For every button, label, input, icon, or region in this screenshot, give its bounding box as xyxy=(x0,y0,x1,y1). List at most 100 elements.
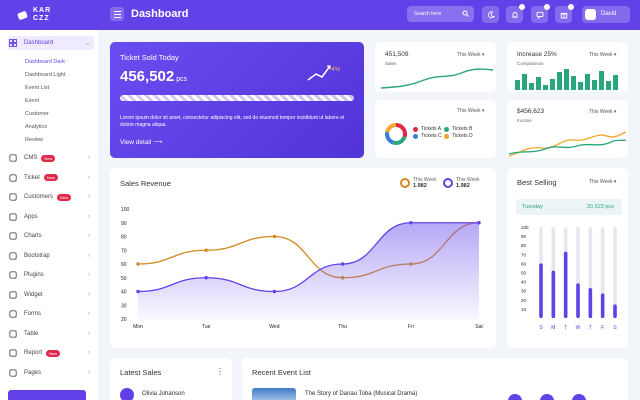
sidebar-item-label: Apps xyxy=(24,213,38,220)
y-tick-label: 20 xyxy=(121,317,127,323)
sidebar-item-bootstrap[interactable]: Bootstrap › xyxy=(8,249,94,263)
search-input[interactable]: Search here xyxy=(407,6,474,22)
best-selling-bar xyxy=(600,293,605,318)
chevron-right-icon: › xyxy=(88,174,90,181)
theme-toggle-button[interactable] xyxy=(482,6,499,23)
ticket-change-badge: +4% xyxy=(328,67,341,73)
sidebar-item-label: Pages xyxy=(24,369,42,376)
tickets-period-select[interactable]: This Week ▾ xyxy=(457,108,484,114)
widget-icon xyxy=(8,290,17,299)
sidebar-sub-event[interactable]: Event xyxy=(25,98,40,104)
income-period-select[interactable]: This Week ▾ xyxy=(589,109,616,115)
event-action-icon[interactable] xyxy=(572,394,586,400)
legend-tickets-d: Tickets D xyxy=(444,133,473,139)
menu-toggle-button[interactable] xyxy=(110,7,124,21)
best-period-select[interactable]: This Week ▾ xyxy=(589,179,616,185)
income-kpi-label: Income xyxy=(517,118,532,123)
sidebar-sub-analytics[interactable]: Analytics xyxy=(25,124,48,130)
spark-bar xyxy=(613,75,618,90)
revenue-point xyxy=(204,248,208,252)
y-tick-label: 70 xyxy=(121,248,127,254)
revenue-point xyxy=(409,221,413,225)
chevron-right-icon: › xyxy=(88,330,90,337)
avatar xyxy=(585,9,596,20)
sidebar-item-cms[interactable]: CMS New › xyxy=(8,151,94,165)
new-badge: New xyxy=(43,174,58,181)
search-icon[interactable] xyxy=(462,10,469,17)
ticket-progress-bar xyxy=(120,95,354,101)
ticket-value-number: 456,502 xyxy=(120,68,175,85)
user-menu[interactable]: David xyxy=(582,6,630,23)
sidebar-item-label: Dashboard xyxy=(24,40,54,46)
revenue-area-fill xyxy=(138,222,479,319)
sidebar-item-label: Forms xyxy=(24,311,41,317)
messages-button[interactable] xyxy=(531,4,550,23)
tickets-kpi-card: This Week ▾ Tickets A Tickets B Tickets … xyxy=(375,100,496,158)
gear-icon xyxy=(8,154,17,163)
latest-sales-title: Latest Sales xyxy=(120,368,162,377)
recent-events-title: Recent Event List xyxy=(252,368,311,377)
sidebar-item-widget[interactable]: Widget › xyxy=(8,288,94,302)
legend-ring-icon xyxy=(443,178,453,188)
x-tick-label: M xyxy=(551,325,555,331)
brand-logo[interactable]: KAR CZZ xyxy=(17,7,57,23)
event-action-icon[interactable] xyxy=(540,394,554,400)
sidebar-item-charts[interactable]: Charts › xyxy=(8,229,94,243)
legend-tickets-c: Tickets C xyxy=(413,133,442,139)
sidebar-sub-customer[interactable]: Customer xyxy=(25,111,49,117)
income-sparkline xyxy=(508,131,627,157)
cart-button[interactable] xyxy=(555,4,574,23)
latest-sale-name: Olivia Johanson xyxy=(142,391,185,397)
sidebar-item-table[interactable]: Table › xyxy=(8,327,94,341)
user-icon xyxy=(8,193,17,202)
sales-kpi-card: 451,509 Sales This Week ▾ xyxy=(375,42,496,92)
best-selling-highlight: Tuesday 20,523 pcs xyxy=(516,199,622,215)
cart-dot xyxy=(568,4,574,10)
best-selling-bar xyxy=(539,263,543,318)
sidebar-item-ticket[interactable]: Ticket New › xyxy=(8,171,94,185)
page-title: Dashboard xyxy=(131,8,189,20)
view-detail-link[interactable]: View detail ⟶ xyxy=(120,138,162,146)
sidebar-sub-event-list[interactable]: Event List xyxy=(25,85,50,91)
revenue-point xyxy=(136,262,140,266)
sidebar-item-pages[interactable]: Pages › xyxy=(8,366,94,380)
sales-period-select[interactable]: This Week ▾ xyxy=(457,52,484,58)
sidebar-sub-dashboard-dark[interactable]: Dashboard Dark xyxy=(25,59,66,65)
more-options-icon[interactable]: ⋮ xyxy=(216,367,224,376)
new-badge: New xyxy=(41,154,56,162)
caret-down-icon: ▾ xyxy=(481,52,485,58)
sidebar-footer-button[interactable] xyxy=(8,390,86,400)
donut-slice-d xyxy=(385,123,407,145)
sidebar-item-label: Charts xyxy=(24,233,42,239)
new-badge: New xyxy=(57,193,72,201)
event-title[interactable]: The Story of Danau Toba (Musical Drama) xyxy=(305,391,418,397)
sidebar-item-forms[interactable]: Forms › xyxy=(8,307,94,321)
sidebar-item-plugins[interactable]: Plugins › xyxy=(8,268,94,282)
caret-down-icon: ▾ xyxy=(613,52,617,58)
logo-icon xyxy=(17,10,28,20)
form-icon xyxy=(8,310,17,319)
sidebar-item-dashboard[interactable]: Dashboard ⌄ xyxy=(8,36,94,50)
ticket-card-description: Lorem ipsum dolor sit amet, consectetur … xyxy=(120,115,345,128)
chevron-right-icon: › xyxy=(88,369,90,376)
sales-period-label: This Week xyxy=(457,52,481,58)
sidebar-sub-review[interactable]: Review xyxy=(25,137,44,143)
increase-period-select[interactable]: This Week ▾ xyxy=(589,52,616,58)
sales-revenue-chart: 20 30 40 50 60 70 80 90 100 Mon Tue Wed Thu Fri Sat xyxy=(121,207,483,330)
sidebar-item-customers[interactable]: Customers New › xyxy=(8,190,94,204)
bar-track xyxy=(613,227,617,318)
sidebar-item-label: Table xyxy=(24,330,39,337)
event-action-icon[interactable] xyxy=(508,394,522,400)
notification-button[interactable] xyxy=(506,4,525,23)
chevron-right-icon: › xyxy=(88,155,90,161)
x-tick-label: W xyxy=(576,325,581,331)
sidebar-item-report[interactable]: Report New › xyxy=(8,346,94,360)
sidebar-sub-dashboard-light[interactable]: Dashboard Light xyxy=(25,72,66,78)
sidebar-item-apps[interactable]: Apps › xyxy=(8,210,94,224)
best-selling-title: Best Selling xyxy=(517,178,557,187)
best-selling-bar xyxy=(576,283,580,318)
revenue-point xyxy=(272,234,277,239)
y-tick-label: 50 xyxy=(121,276,127,282)
y-tick-label: 70 xyxy=(521,252,527,257)
y-tick-label: 50 xyxy=(521,271,527,276)
